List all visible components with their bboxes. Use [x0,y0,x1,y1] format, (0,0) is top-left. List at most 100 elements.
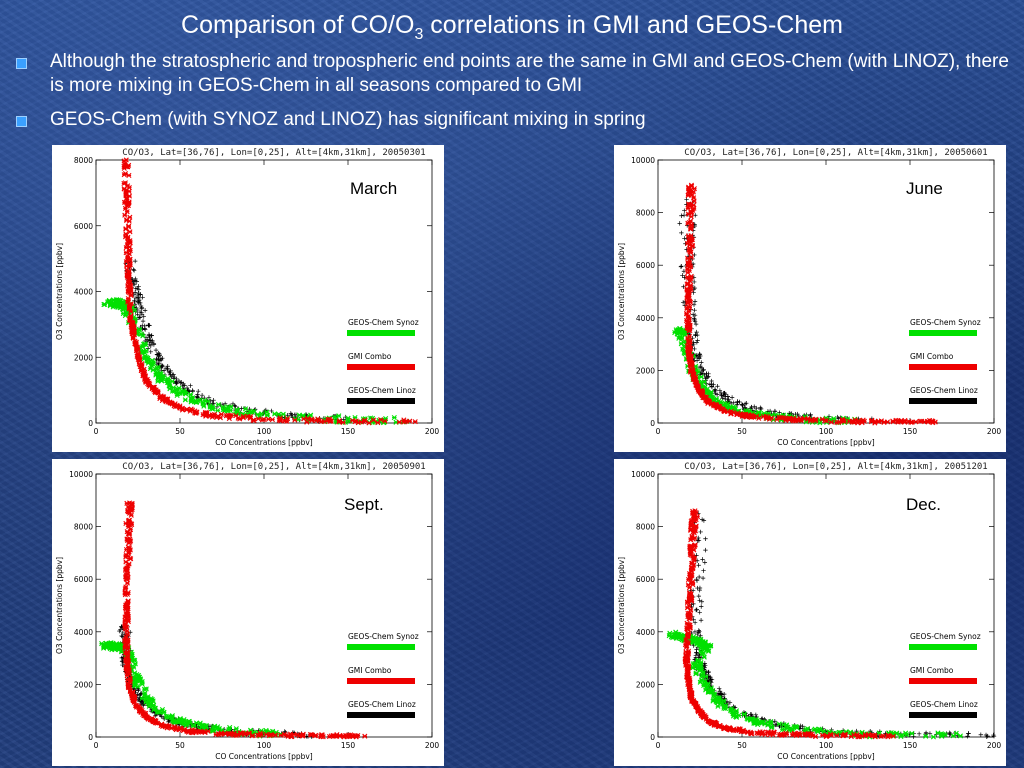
scatter-mark [913,419,919,425]
scatter-mark [180,718,186,725]
scatter-mark [709,378,714,384]
scatter-mark [694,329,699,335]
scatter-mark [703,714,709,720]
scatter-mark [717,388,723,393]
scatter-mark [689,222,695,228]
data-point [890,733,896,739]
scatter-mark [696,563,701,568]
scatter-mark [680,273,685,278]
scatter-mark [277,418,284,424]
data-point [991,734,997,739]
scatter-mark [247,414,253,420]
scatter-mark [753,712,759,718]
scatter-mark [745,716,751,722]
scatter-mark [680,300,686,305]
x-axis-label: CO Concentrations [ppbv] [215,438,313,447]
y-tick-label: 10000 [631,156,655,165]
y-tick-label: 8000 [74,523,93,532]
square-bullet-icon [16,58,27,69]
scatter-mark [834,419,840,426]
scatter-mark [709,384,715,390]
scatter-mark [122,588,128,595]
scatter-mark [366,420,372,426]
series-geos-chem-synoz [672,325,863,426]
scatter-mark [269,408,274,414]
plot-title: CO/O3, Lat=[36,76], Lon=[0,25], Alt=[4km… [122,462,425,472]
scatter-mark [194,394,200,399]
scatter-mark [859,418,865,424]
scatter-mark [679,213,684,218]
scatter-mark [800,724,805,729]
scatter-mark [685,664,691,670]
scatter-mark [730,409,736,416]
scatter-mark [294,732,301,738]
scatter-mark [704,644,710,651]
scatter-mark [699,517,705,522]
scatter-mark [668,634,675,640]
scatter-mark [185,719,191,725]
scatter-mark [694,558,700,563]
legend-label: GMI Combo [348,666,392,675]
scatter-mark [776,415,782,421]
slide-title: Comparison of CO/O3 correlations in GMI … [181,11,843,43]
scatter-mark [125,574,131,580]
scatter-mark [742,401,748,407]
scatter-mark [693,321,699,327]
scatter-mark [706,648,712,654]
legend-swatch [909,330,977,336]
y-tick-label: 2000 [636,680,655,689]
scatter-mark [183,723,189,729]
scatter-mark [694,358,700,363]
scatter-mark [300,731,306,737]
scatter-mark [783,722,789,728]
scatter-plot-june: CO/O3, Lat=[36,76], Lon=[0,25], Alt=[4km… [617,148,1001,447]
scatter-mark [699,360,704,365]
scatter-mark [143,710,149,717]
scatter-mark [782,732,788,738]
scatter-mark [739,413,745,419]
scatter-mark [691,518,697,524]
scatter-mark [772,409,778,414]
scatter-mark [759,731,765,737]
scatter-mark [124,580,131,586]
scatter-mark [162,397,168,404]
scatter-mark [699,392,705,398]
scatter-mark [688,238,694,245]
scatter-mark [703,536,708,541]
scatter-mark [139,305,145,310]
scatter-mark [391,414,397,421]
x-tick-label: 0 [656,427,661,436]
x-tick-label: 50 [737,427,747,436]
scatter-mark [145,346,151,351]
scatter-mark [167,370,172,375]
scatter-mark [154,365,160,371]
scatter-mark [739,402,745,407]
scatter-mark [698,618,704,623]
scatter-mark [266,733,273,739]
scatter-mark [778,731,784,737]
scatter-mark [758,405,763,410]
scatter-mark [748,730,754,736]
y-tick-label: 4000 [636,314,655,323]
legend-label: GMI Combo [910,666,954,675]
scatter-mark [142,327,148,332]
scatter-mark [301,416,307,422]
scatter-mark [699,365,704,370]
scatter-mark [705,374,710,380]
scatter-mark [922,419,928,425]
scatter-mark [132,338,138,344]
scatter-mark [128,308,134,315]
x-tick-label: 50 [737,741,747,750]
scatter-mark [125,296,131,302]
scatter-mark [798,417,804,423]
scatter-mark [195,398,201,404]
scatter-mark [817,727,824,733]
scatter-mark [695,332,700,338]
scatter-mark [772,719,778,724]
chart-panel-dec: CO/O3, Lat=[36,76], Lon=[0,25], Alt=[4km… [614,459,1006,766]
scatter-mark [688,226,694,232]
scatter-mark [284,416,291,422]
scatter-mark [145,337,151,342]
scatter-mark [136,290,141,296]
scatter-mark [691,700,697,706]
